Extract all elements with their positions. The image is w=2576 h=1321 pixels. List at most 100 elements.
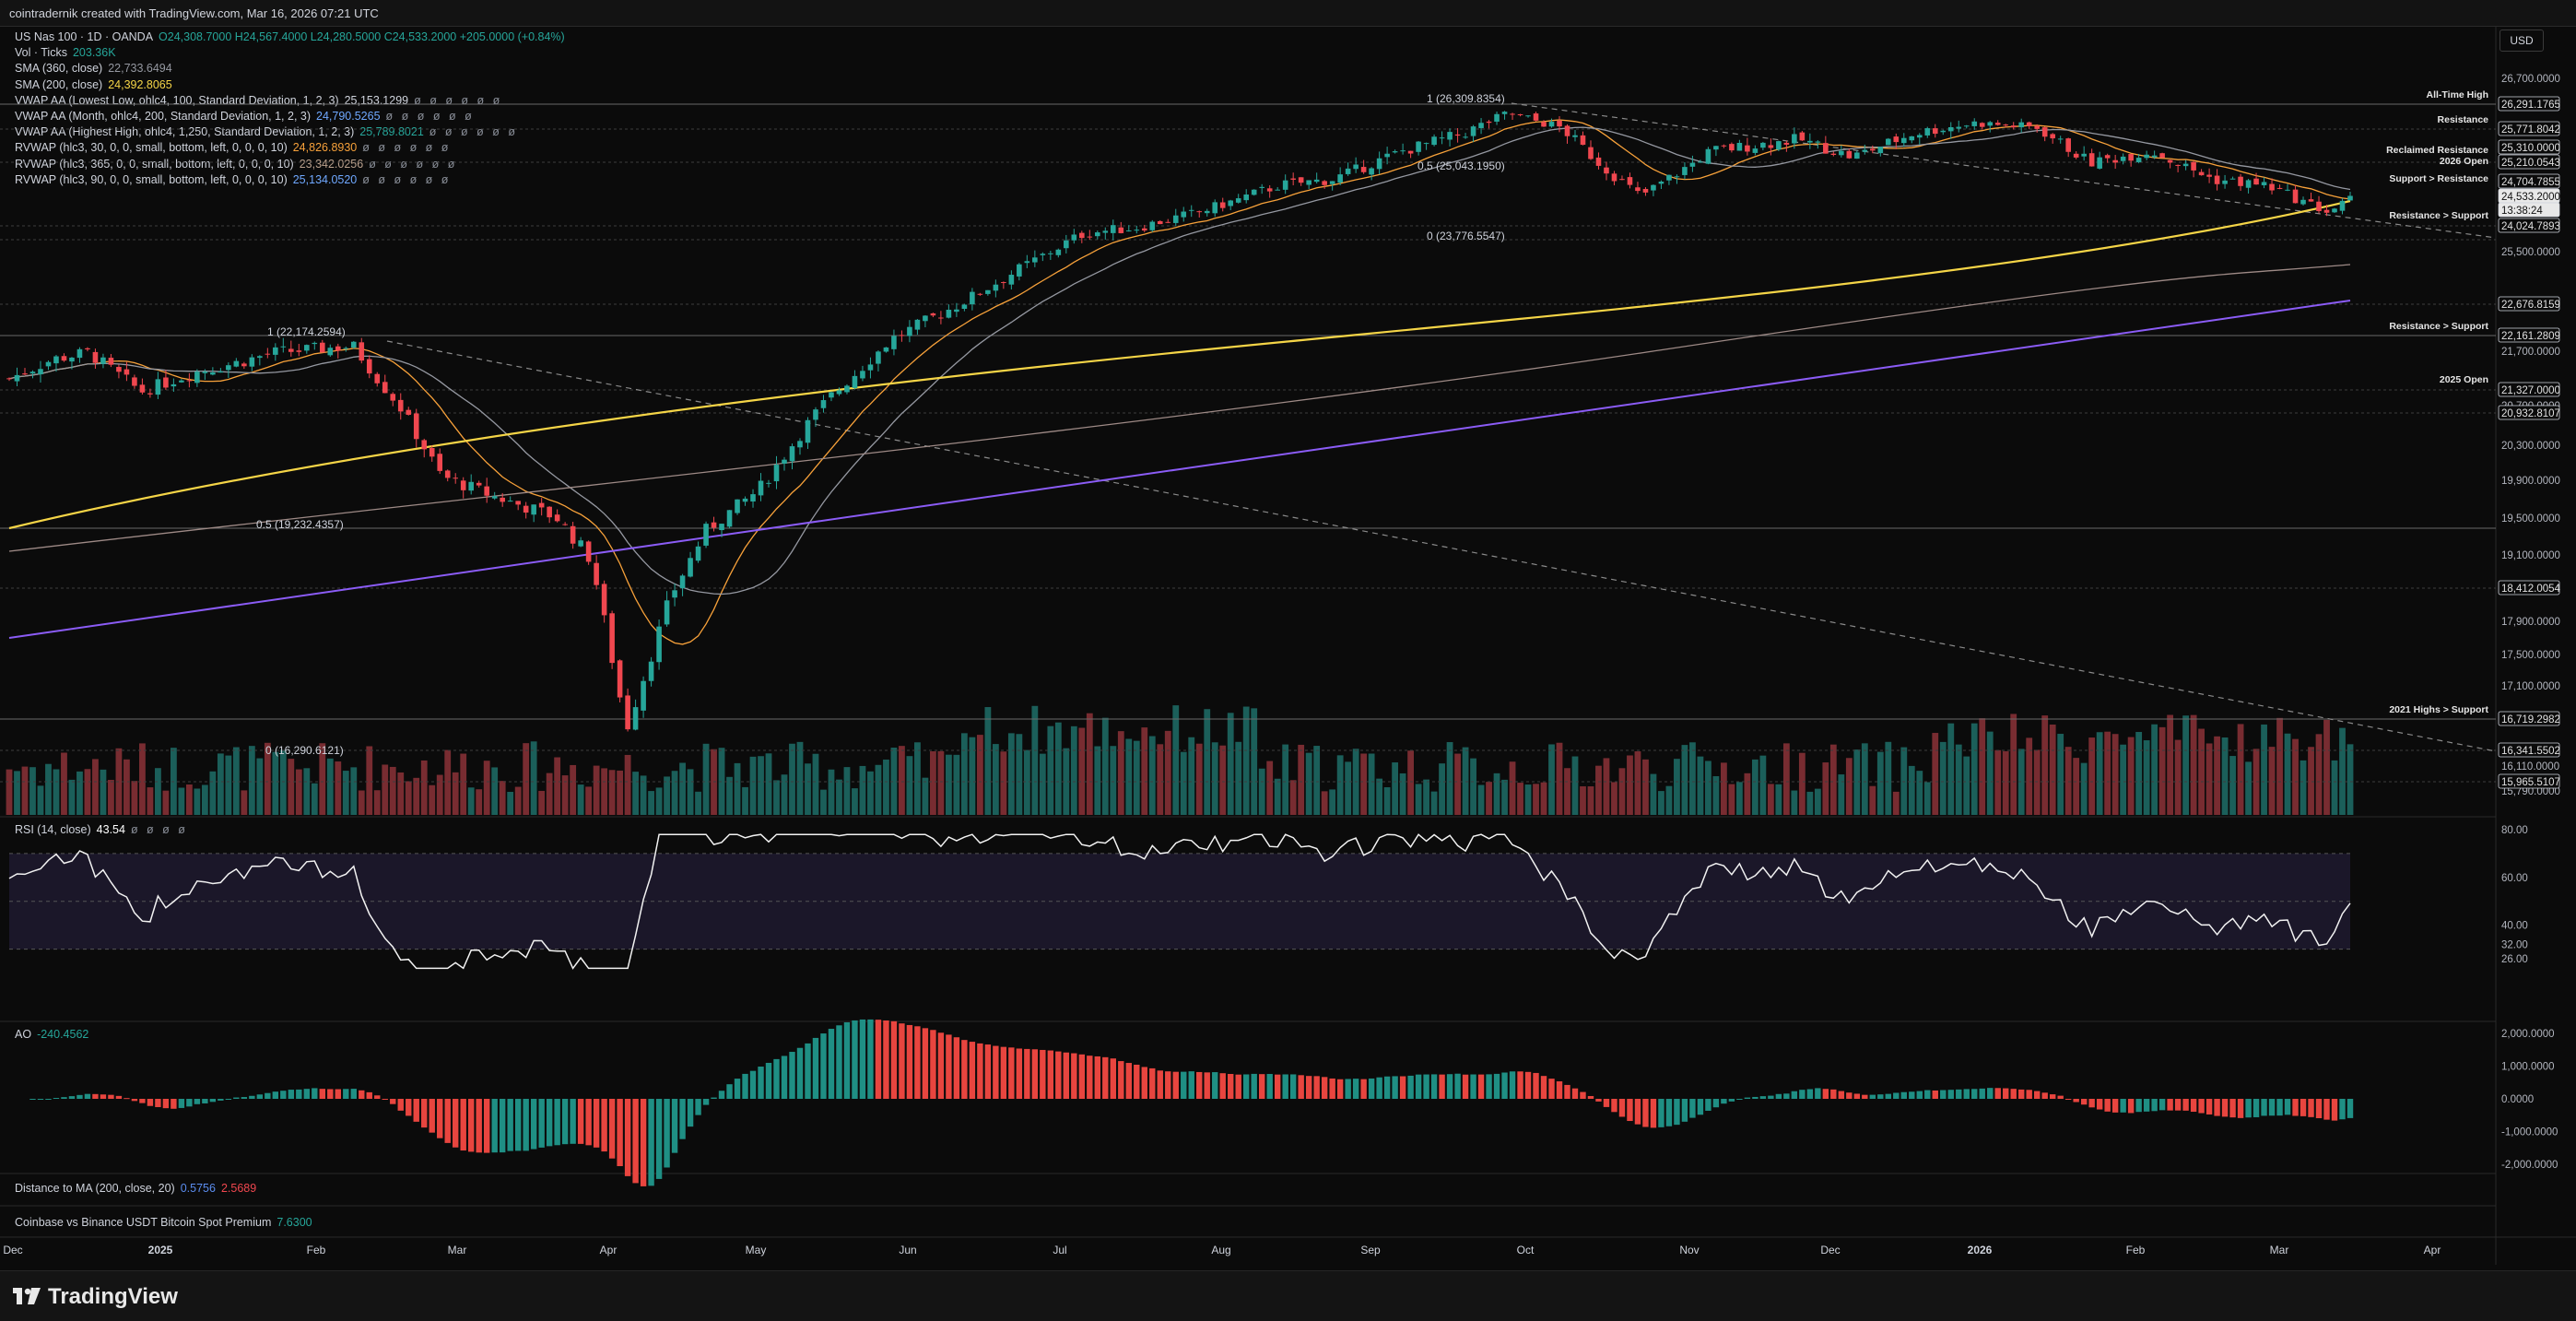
candle <box>163 377 169 388</box>
ao-bar <box>1674 1099 1680 1126</box>
volume-bar <box>695 791 701 815</box>
volume-bar <box>773 780 780 815</box>
legend-row[interactable]: RVWAP (hlc3, 90, 0, 0, small, bottom, le… <box>15 172 565 188</box>
candle <box>1924 128 1931 136</box>
candle <box>437 454 443 471</box>
candle <box>468 481 475 491</box>
candle <box>343 348 349 349</box>
ao-tick-label: -1,000.0000 <box>2501 1127 2558 1138</box>
ao-bar <box>2229 1099 2236 1118</box>
ao-bar <box>1172 1071 1179 1099</box>
legend-value: 24,392.8065 <box>108 77 172 91</box>
volume-bar <box>1970 723 1978 815</box>
ao-bar <box>2198 1099 2205 1114</box>
volume-bar <box>326 758 334 815</box>
candle <box>860 371 865 379</box>
volume-bar <box>1298 744 1305 815</box>
candle <box>735 499 740 513</box>
volume-bar <box>303 768 311 815</box>
candle <box>672 590 677 598</box>
volume-bar <box>585 786 593 815</box>
volume-bar <box>92 759 99 815</box>
volume-bar <box>1650 773 1657 815</box>
legend-value: 23,342.0256 <box>299 157 364 171</box>
ao-bar <box>1822 1089 1829 1099</box>
candle <box>2206 174 2212 177</box>
price-label-box <box>2498 327 2560 343</box>
ao-bar <box>92 1093 99 1099</box>
candle <box>1666 174 1672 181</box>
candle <box>296 350 302 352</box>
candle <box>1877 147 1884 154</box>
candle <box>1783 142 1790 145</box>
ao-bar <box>671 1099 678 1153</box>
volume-bar <box>899 746 905 815</box>
legend-row[interactable]: US Nas 100 · 1D · OANDA O24,308.7000 H24,… <box>15 29 565 45</box>
candle <box>2041 127 2048 137</box>
currency-button[interactable]: USD <box>2500 29 2544 52</box>
volume-bar <box>749 756 757 815</box>
time-tick-label: Aug <box>1211 1244 1230 1256</box>
ao-bar <box>350 1089 357 1099</box>
ao-bar <box>2064 1098 2072 1100</box>
candle <box>1987 122 1994 126</box>
volume-bar <box>499 781 506 815</box>
price-chart[interactable]: Dec 2025 Feb Mar Apr May Jun Jul Aug Sep Oct Nov Dec… <box>0 0 2576 1270</box>
candle <box>1870 148 1876 151</box>
legend-visibility-icons: ø ø ø ø ø ø <box>362 172 452 186</box>
legend-name: VWAP AA (Month, ohlc4, 200, Standard Dev… <box>15 109 312 123</box>
volume-bar <box>945 754 952 815</box>
volume-bar <box>805 763 811 815</box>
level-annotation: Support > Resistance <box>2389 173 2488 184</box>
candle <box>1392 151 1398 153</box>
volume-bar <box>976 735 983 815</box>
rsi-tick-label: 32.00 <box>2501 939 2528 950</box>
ao-bar <box>1721 1099 1727 1104</box>
volume-bar <box>538 790 546 815</box>
tradingview-logo-icon <box>13 1288 41 1304</box>
volume-bar <box>311 783 318 815</box>
volume-bar <box>1963 756 1970 815</box>
legend-row[interactable]: RVWAP (hlc3, 365, 0, 0, small, bottom, l… <box>15 157 565 172</box>
legend-row[interactable]: SMA (200, close) 24,392.8065 <box>15 77 565 93</box>
legend-row[interactable]: RVWAP (hlc3, 30, 0, 0, small, bottom, le… <box>15 140 565 156</box>
ao-bar <box>1165 1071 1171 1099</box>
ao-bar <box>108 1094 114 1099</box>
ao-bar <box>1877 1094 1884 1099</box>
volume-bar <box>1791 790 1798 815</box>
candle <box>2144 154 2149 159</box>
volume-bar <box>225 755 232 815</box>
candle <box>1494 113 1500 122</box>
candle <box>45 361 52 367</box>
volume-bar <box>1266 761 1274 815</box>
legend-row[interactable]: SMA (360, close) 22,733.6494 <box>15 61 565 77</box>
volume-bar <box>2182 715 2190 815</box>
volume-bar <box>2127 737 2135 815</box>
volume-bar <box>21 766 29 815</box>
legend-row[interactable]: VWAP AA (Lowest Low, ohlc4, 100, Standar… <box>15 93 565 109</box>
candle <box>1651 184 1656 191</box>
ao-bar <box>1736 1099 1743 1100</box>
ao-bar <box>68 1096 76 1099</box>
ao-bar <box>2010 1089 2017 1099</box>
ao-bar <box>899 1023 905 1099</box>
volume-bar <box>1759 755 1767 815</box>
ao-bar <box>1383 1076 1391 1099</box>
volume-bar <box>248 746 255 815</box>
candle <box>2245 180 2252 188</box>
legend-row[interactable]: VWAP AA (Month, ohlc4, 200, Standard Dev… <box>15 109 565 124</box>
legend-row[interactable]: Vol · Ticks 203.36K <box>15 45 565 61</box>
candle <box>2316 201 2322 211</box>
ao-tick-label: 0.0000 <box>2501 1094 2534 1105</box>
ao-bar <box>2167 1099 2173 1111</box>
volume-bar <box>1939 741 1947 815</box>
volume-bar <box>139 743 146 815</box>
candle <box>1698 161 1703 163</box>
ao-bar <box>1212 1072 1218 1099</box>
volume-bar <box>1039 753 1046 815</box>
volume-bar <box>2221 737 2229 815</box>
volume-bar <box>436 774 443 815</box>
candle <box>69 357 75 362</box>
volume-bar <box>1782 743 1790 815</box>
ao-bar <box>523 1099 529 1151</box>
